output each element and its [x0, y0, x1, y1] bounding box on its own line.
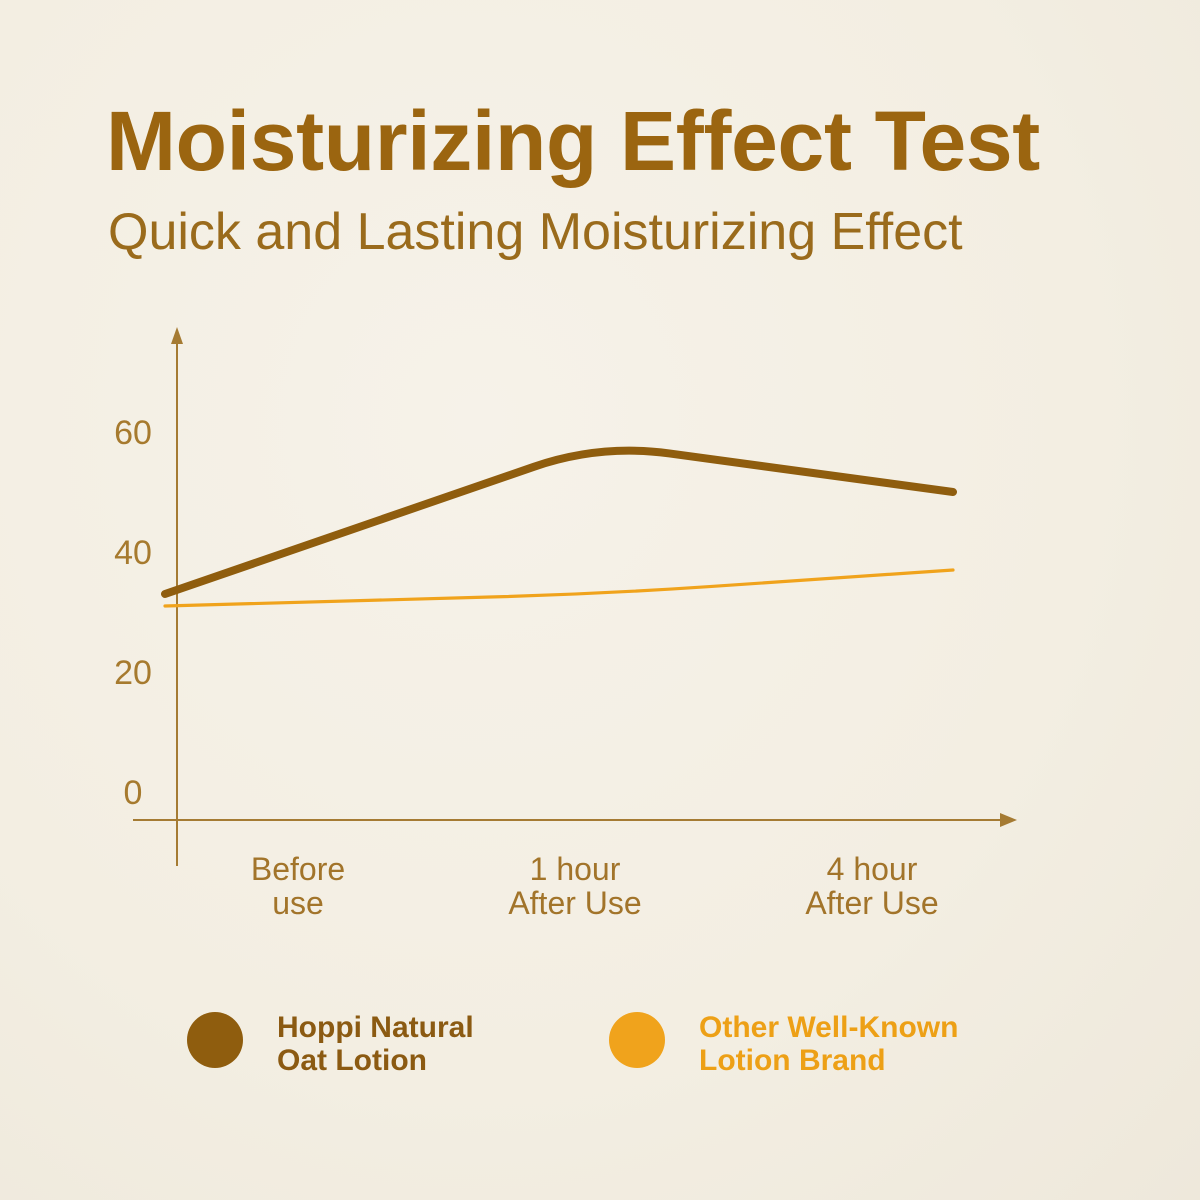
x-category-label-before-use: Before use [250, 851, 346, 921]
legend-label-hoppi: Hoppi Natural Oat Lotion [277, 1011, 474, 1077]
y-tick-label-40: 40 [114, 534, 152, 572]
x-axis-arrow [1000, 813, 1017, 827]
y-axis-arrow [171, 327, 183, 344]
chart-title: Moisturizing Effect Test [106, 94, 1040, 188]
legend-swatch-hoppi [187, 1012, 243, 1068]
y-tick-label-60: 60 [114, 414, 152, 452]
chart-subtitle: Quick and Lasting Moisturizing Effect [108, 203, 963, 261]
y-tick-label-20: 20 [114, 654, 152, 692]
x-category-label-4-hour: 4 hour After Use [805, 851, 939, 921]
series-line-hoppi [161, 446, 957, 598]
legend-label-other-brand: Other Well-Known Lotion Brand [699, 1011, 959, 1077]
x-category-label-1-hour: 1 hour After Use [508, 851, 642, 921]
series-line-other-brand [163, 568, 955, 608]
y-tick-label-0: 0 [124, 774, 143, 812]
legend-swatch-other-brand [609, 1012, 665, 1068]
